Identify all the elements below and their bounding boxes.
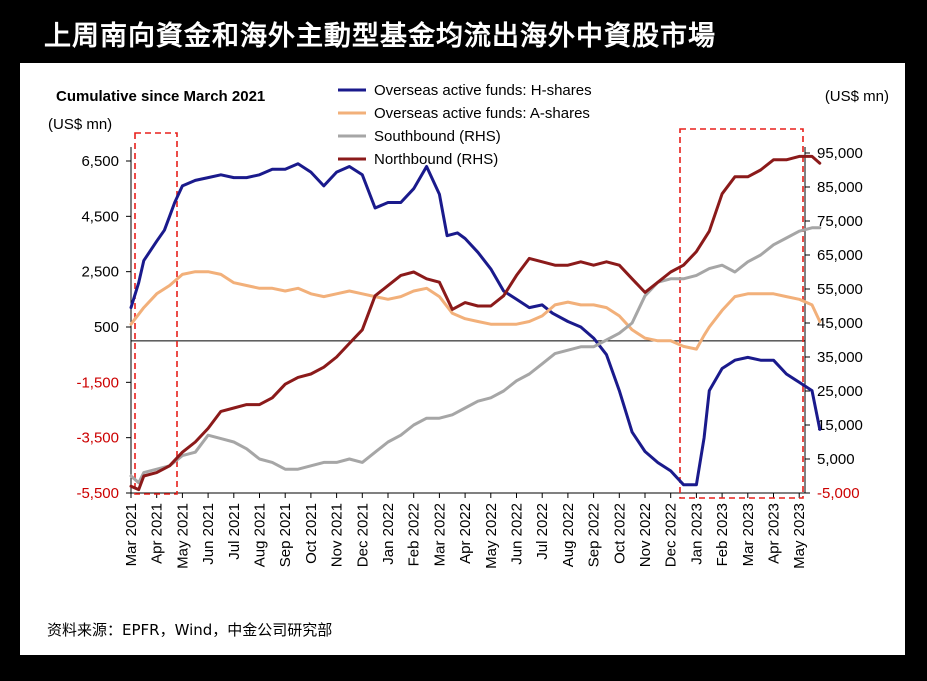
- left-tick-label: -3,500: [76, 430, 119, 447]
- x-tick-label: Sep 2022: [586, 503, 603, 567]
- left-tick-label: -1,500: [76, 374, 119, 391]
- chart-subtitle: Cumulative since March 2021: [56, 88, 265, 105]
- legend-label: Northbound (RHS): [374, 151, 498, 168]
- source-note: 资料来源：EPFR，Wind，中金公司研究部: [47, 621, 333, 639]
- left-axis-unit: (US$ mn): [48, 116, 112, 133]
- left-tick-label: 2,500: [81, 264, 119, 281]
- right-tick-label: 35,000: [817, 349, 863, 366]
- x-tick-label: Jan 2022: [380, 503, 397, 565]
- x-tick-label: Aug 2022: [560, 503, 577, 567]
- right-tick-label: 95,000: [817, 145, 863, 162]
- left-tick-label: 4,500: [81, 208, 119, 225]
- right-tick-label: 45,000: [817, 315, 863, 332]
- x-tick-label: Oct 2022: [611, 503, 628, 564]
- x-tick-label: Aug 2021: [252, 503, 269, 567]
- x-tick-label: Jul 2021: [226, 503, 243, 560]
- series-line-2: [129, 226, 822, 485]
- chart-svg: Cumulative since March 2021 (US$ mn) (US$ …: [48, 82, 889, 569]
- x-tick-label: Feb 2022: [406, 503, 423, 566]
- series-line-0: [129, 162, 822, 487]
- highlight-box: [134, 132, 178, 495]
- x-tick-label: Jun 2021: [200, 503, 217, 565]
- right-tick-label: 55,000: [817, 281, 863, 298]
- page-title: 上周南向資金和海外主動型基金均流出海外中資股市場: [44, 21, 716, 52]
- x-tick-label: Mar 2023: [740, 503, 757, 566]
- right-tick-label: 5,000: [817, 451, 855, 468]
- legend-label: Overseas active funds: H-shares: [374, 82, 592, 99]
- x-tick-label: Dec 2021: [354, 503, 371, 567]
- x-tick-label: Apr 2023: [766, 503, 783, 564]
- legend-label: Southbound (RHS): [374, 128, 501, 145]
- left-tick-label: -5,500: [76, 485, 119, 502]
- x-tick-label: Feb 2023: [714, 503, 731, 566]
- right-axis-unit: (US$ mn): [825, 88, 889, 105]
- right-tick-label: 15,000: [817, 417, 863, 434]
- right-tick-label: -5,000: [817, 485, 860, 502]
- series-line-1: [129, 270, 822, 351]
- x-tick-label: May 2023: [791, 503, 808, 569]
- x-tick-label: Mar 2021: [123, 503, 140, 566]
- x-tick-label: Mar 2022: [431, 503, 448, 566]
- chart-panel: Cumulative since March 2021 (US$ mn) (US$ …: [20, 63, 905, 655]
- x-tick-label: May 2022: [483, 503, 500, 569]
- x-tick-label: Jun 2022: [509, 503, 526, 565]
- right-tick-label: 75,000: [817, 213, 863, 230]
- right-tick-label: 25,000: [817, 383, 863, 400]
- x-tick-label: Dec 2022: [663, 503, 680, 567]
- series-line-3: [129, 154, 822, 492]
- x-tick-label: Jan 2023: [688, 503, 705, 565]
- x-tick-label: Nov 2022: [637, 503, 654, 567]
- x-tick-label: May 2021: [174, 503, 191, 569]
- left-tick-label: 6,500: [81, 153, 119, 170]
- right-tick-label: 85,000: [817, 179, 863, 196]
- x-tick-label: Oct 2021: [303, 503, 320, 564]
- left-tick-label: 500: [94, 319, 119, 336]
- x-tick-label: Apr 2021: [149, 503, 166, 564]
- x-tick-label: Jul 2022: [534, 503, 551, 560]
- x-tick-label: Nov 2021: [329, 503, 346, 567]
- right-tick-label: 65,000: [817, 247, 863, 264]
- x-tick-label: Sep 2021: [277, 503, 294, 567]
- legend-label: Overseas active funds: A-shares: [374, 105, 590, 122]
- x-tick-label: Apr 2022: [457, 503, 474, 564]
- highlight-box: [679, 128, 804, 499]
